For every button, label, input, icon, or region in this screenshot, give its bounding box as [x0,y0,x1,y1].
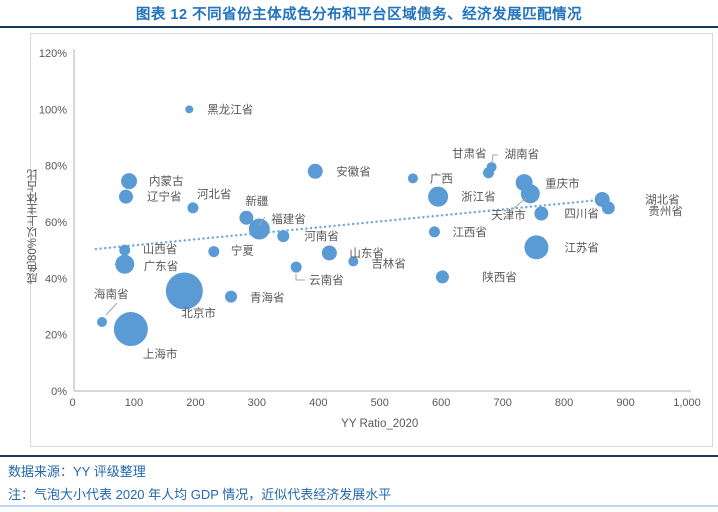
y-tick-label: 20% [45,330,67,342]
bubble-label: 浙江省 [461,191,496,204]
bubble-label: 新疆 [245,194,268,208]
x-tick-label: 400 [309,397,327,409]
bubble [407,173,418,184]
title-separator-line [0,26,718,28]
y-tick-label: 120% [39,48,67,60]
bubble-label: 重庆市 [545,177,580,191]
bubble-label: 贵州省 [648,205,683,218]
bubble-label: 广东省 [144,260,179,273]
bubble-label: 黑龙江省 [207,103,253,116]
bubble [113,312,148,347]
bubble [119,244,131,256]
data-source-text: 数据来源：YY 评级整理 [8,464,146,479]
bubble [118,189,133,204]
trendline [94,198,601,251]
bubble-label: 江西省 [452,226,487,239]
leader-line [105,302,118,316]
bubble [239,210,254,225]
bubble-label: 上海市 [143,347,178,361]
bubble-label: 内蒙古 [149,174,184,188]
x-axis-title: YY Ratio_2020 [341,418,418,430]
bubble-label: 广西 [430,172,453,185]
bubble [428,186,449,207]
bubble-label: 云南省 [309,273,344,287]
bubble [348,256,359,267]
leader-line [491,154,498,163]
x-tick-label: 700 [493,397,511,409]
bubble-label: 江苏省 [564,241,599,254]
y-tick-label: 40% [45,273,67,285]
bubble [187,202,199,214]
footnote-text: 注：气泡大小代表 2020 年人均 GDP 情况，近似代表经济发展水平 [8,487,392,502]
bubble-label: 青海省 [250,291,285,305]
leader-line [512,197,527,210]
bubble [121,173,138,190]
bubble-label: 湖南省 [505,147,540,161]
bubble-label: 安徽省 [336,164,371,178]
bubble-label: 甘肃省 [452,148,487,161]
bubble [524,235,549,260]
bubble-label: 四川省 [564,208,599,221]
x-tick-label: 300 [248,397,266,409]
bubble [534,206,549,221]
bubble [435,270,449,284]
x-tick-label: 500 [371,397,389,409]
bubble [208,246,220,258]
y-tick-label: 60% [45,217,67,229]
bubble-label: 海南省 [94,287,129,301]
bubble [248,218,270,240]
y-tick-label: 80% [45,161,67,173]
bubble [428,226,440,238]
bubble-label: 山东省 [349,247,384,260]
bubble [115,254,135,274]
chart-area: 0 100 200 300 400 500 600 700 800 900 1,000 0% 20% 40… [30,33,713,447]
x-tick-label: 900 [616,397,634,409]
x-tick-label: 800 [555,397,573,409]
bubble [185,105,194,114]
bubble [307,163,323,179]
bubble-label: 天津市 [491,208,526,222]
bubble-label: 北京市 [181,306,216,320]
footer-separator-line [0,455,718,457]
bubble [165,272,203,310]
x-tick-label: 100 [125,397,143,409]
bubble-label: 福建省 [271,212,306,226]
bubble-label: 山西省 [143,243,178,256]
figure-title: 图表 12 不同省份主体成色分布和平台区域债务、经济发展匹配情况 [135,7,583,23]
bubble [96,316,107,327]
bubble-label: 河北省 [197,188,232,201]
bubble [486,162,497,173]
x-tick-label: 600 [432,397,450,409]
leader-line [295,274,305,281]
bubble [321,245,337,261]
x-tick-label: 1,000 [673,397,701,409]
x-tick-label: 200 [186,397,204,409]
bubble-label: 陕西省 [482,270,516,284]
bubble [225,290,238,303]
bubble-label: 湖北省 [645,192,680,206]
bubble [601,201,615,215]
bubble-label: 宁夏 [231,244,254,258]
y-tick-label: 100% [39,104,67,116]
bubble [290,261,302,273]
leader-line [258,216,266,226]
y-axis-title: 成色80%以上主体占比 [27,168,39,284]
page-bottom-rule [0,505,718,507]
x-tick-label: 0 [69,397,75,409]
y-tick-label: 0% [51,386,67,398]
bubble-label: 辽宁省 [147,190,182,204]
bubble-chart-svg: 0 100 200 300 400 500 600 700 800 900 1,000 0% 20% 40… [39,48,701,430]
bubble-label: 河南省 [304,229,339,243]
bubble-label: 吉林省 [371,256,406,270]
bubble [277,230,290,243]
